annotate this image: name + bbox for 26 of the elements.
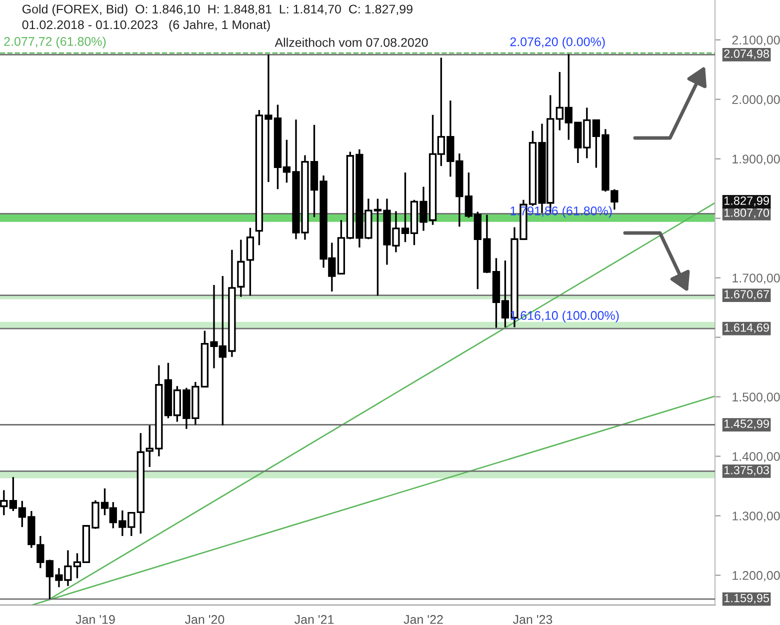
ref-line-label: 1.614,69	[724, 323, 769, 334]
y-tick-label: 2.100,00	[732, 36, 780, 46]
y-tick-label: 1.300,00	[732, 512, 780, 522]
ref-line-label: 1.670,67	[724, 290, 769, 300]
y-tick-label: 1.400,00	[732, 452, 780, 462]
ref-line-label: 1.807,70	[724, 208, 770, 218]
ref-line-label: 2.077,72 (61.80%)	[4, 36, 106, 48]
annotation: Allzeithoch vom 07.08.2020	[274, 38, 428, 47]
y-tick-label: 1.700,00	[732, 274, 780, 284]
x-tick-label: Jan '22	[404, 615, 443, 624]
text: 1.827,99	[724, 196, 769, 206]
chart-title: Gold (FOREX, Bid) O: 1.846,10 H: 1.848,81 L: 1.814,70 C: 1.827,99	[22, 4, 412, 16]
x-tick-label: Jan '19	[76, 615, 115, 624]
y-tick-label: 1.900,00	[732, 154, 780, 165]
annotation: 2.076,20 (0.00%)	[510, 37, 605, 49]
ref-line-label: 1.452,99	[724, 420, 769, 430]
y-tick-label: 1.200,00	[732, 571, 780, 582]
x-tick-label: Jan '20	[184, 615, 224, 624]
y-tick-label: 1.500,00	[732, 392, 780, 403]
ref-line-label: 1.375,03	[724, 466, 770, 476]
ref-line-label: 1.159,95	[724, 594, 770, 604]
ref-line-label: 2.074,98	[724, 50, 770, 60]
x-tick-label: Jan '23	[512, 615, 552, 624]
text: 01.02.2018 - 01.10.2023 (6 Jahre, 1 Monat)	[22, 20, 270, 32]
x-tick-label: Jan '21	[294, 615, 334, 624]
y-tick-label: 2.000,00	[732, 95, 780, 106]
